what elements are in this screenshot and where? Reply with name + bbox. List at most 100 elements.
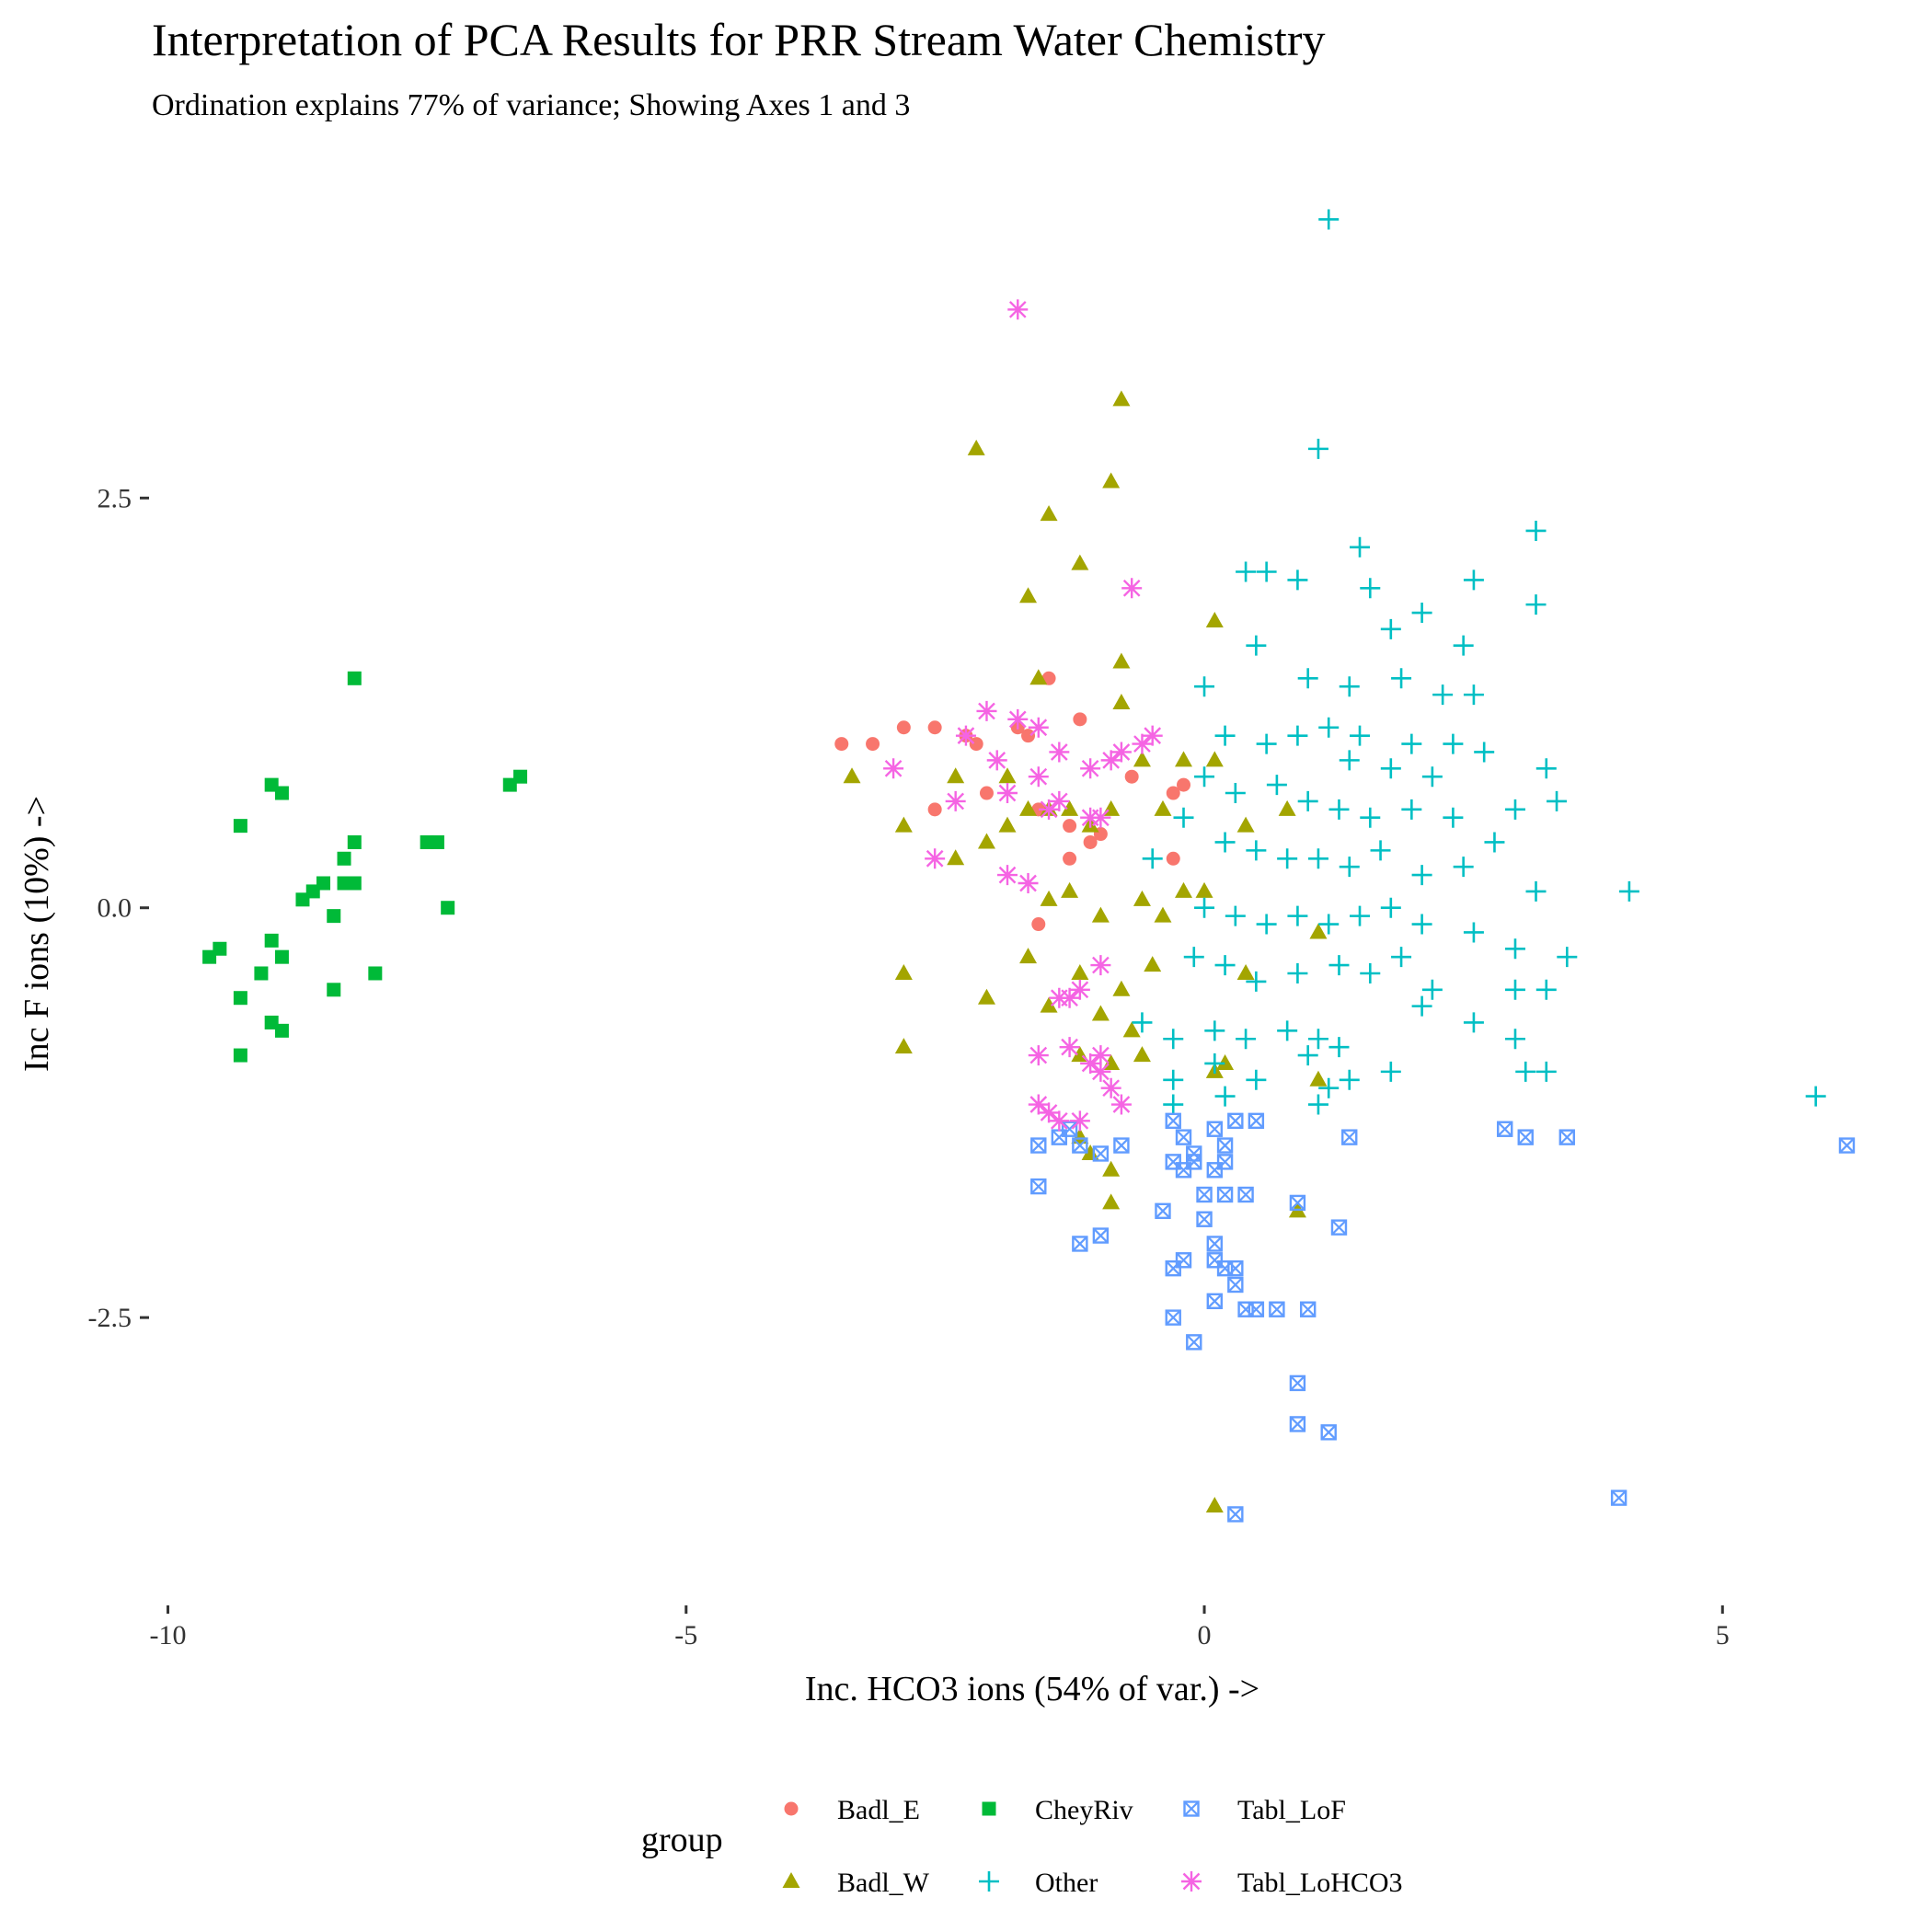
data-point [1091, 906, 1110, 923]
data-point [1463, 684, 1484, 706]
data-point [1309, 923, 1328, 939]
legend-key [782, 1872, 800, 1888]
data-point [264, 777, 279, 792]
data-point [1805, 1086, 1826, 1107]
data-point [883, 758, 904, 779]
data-point [1289, 1194, 1306, 1212]
legend-label: Badl_W [837, 1868, 930, 1898]
legend-key [1181, 1871, 1202, 1892]
data-point [1246, 635, 1267, 656]
data-point [1248, 1301, 1265, 1317]
x-tick-label: -10 [150, 1620, 187, 1650]
data-point [1248, 1112, 1265, 1130]
data-point [1216, 1154, 1234, 1170]
data-point [1113, 1137, 1130, 1154]
data-point [894, 963, 913, 980]
data-point [1277, 848, 1298, 869]
data-point [1163, 1029, 1184, 1050]
data-point [1121, 578, 1143, 599]
data-point [1411, 603, 1432, 624]
data-point [1133, 1046, 1151, 1063]
data-point [1297, 790, 1318, 811]
data-point [1610, 1489, 1627, 1506]
data-point [969, 737, 983, 752]
data-point [1028, 1094, 1049, 1115]
data-point [1214, 725, 1236, 746]
data-point [1421, 766, 1443, 788]
data-point [1339, 857, 1360, 878]
data-point [327, 909, 341, 924]
legend-label: Tabl_LoHCO3 [1237, 1868, 1403, 1898]
data-point [233, 1048, 247, 1063]
data-point [925, 848, 946, 869]
data-point [1206, 1236, 1224, 1252]
legend-item-badl-w: Badl_W [782, 1868, 930, 1898]
data-point [1030, 1137, 1047, 1154]
legend-key [1183, 1800, 1200, 1817]
legend-item-badl-e: Badl_E [784, 1795, 920, 1825]
data-point [1080, 807, 1101, 828]
data-point [1059, 987, 1080, 1008]
data-point [1318, 717, 1340, 738]
data-point [254, 966, 269, 981]
data-point [1256, 914, 1277, 935]
data-point [1370, 840, 1391, 861]
data-point [894, 1038, 913, 1054]
data-point [1112, 694, 1131, 710]
legend-label: Other [1035, 1868, 1098, 1898]
data-point [1330, 1219, 1348, 1236]
data-point [1175, 881, 1193, 898]
data-point [894, 816, 913, 833]
data-point [927, 802, 942, 817]
data-point [1307, 1029, 1328, 1050]
data-point [1163, 1094, 1184, 1115]
legend: group Badl_E Badl_W CheyRiv Other Tabl_LoF Ta… [641, 1795, 1403, 1898]
data-point [1525, 520, 1547, 541]
data-point [1019, 587, 1038, 604]
data-point [1256, 733, 1277, 754]
data-point [1206, 1293, 1224, 1310]
data-point [1029, 669, 1048, 685]
data-point [1186, 1334, 1202, 1351]
data-point [274, 1023, 289, 1038]
data-point [1227, 1276, 1244, 1294]
data-point [1073, 712, 1087, 727]
legend-title: group [641, 1821, 723, 1859]
data-point [1339, 750, 1360, 771]
data-point [1186, 1154, 1202, 1170]
data-point [1063, 851, 1077, 866]
series-badl-w [843, 390, 1328, 1513]
series-cheyriv [202, 671, 528, 1063]
data-point [1350, 725, 1371, 746]
data-point [977, 988, 995, 1005]
chart-subtitle: Ordination explains 77% of variance; Sho… [152, 88, 910, 122]
legend-key [979, 1871, 999, 1892]
data-point [1328, 1037, 1350, 1058]
data-point [1069, 1110, 1090, 1132]
data-point [1061, 799, 1079, 816]
data-point [1214, 955, 1236, 976]
data-point [1049, 742, 1070, 763]
data-point [1535, 758, 1557, 779]
data-point [1092, 1145, 1110, 1162]
data-point [1028, 766, 1049, 788]
data-point [1216, 1137, 1234, 1154]
data-point [1194, 897, 1215, 918]
data-point [1166, 851, 1180, 866]
data-point [327, 983, 341, 997]
data-point [1497, 1121, 1513, 1137]
data-point [1504, 1029, 1525, 1050]
data-point [1102, 1160, 1121, 1177]
data-point [1019, 948, 1038, 964]
data-point [1196, 1211, 1213, 1227]
data-point [1443, 807, 1464, 828]
data-point [1525, 880, 1547, 902]
data-point [1204, 1052, 1225, 1074]
data-point [1110, 1094, 1132, 1115]
data-point [441, 901, 455, 915]
data-point [1277, 1020, 1298, 1041]
data-point [1214, 832, 1236, 853]
data-point [513, 769, 528, 784]
data-point [947, 849, 965, 866]
